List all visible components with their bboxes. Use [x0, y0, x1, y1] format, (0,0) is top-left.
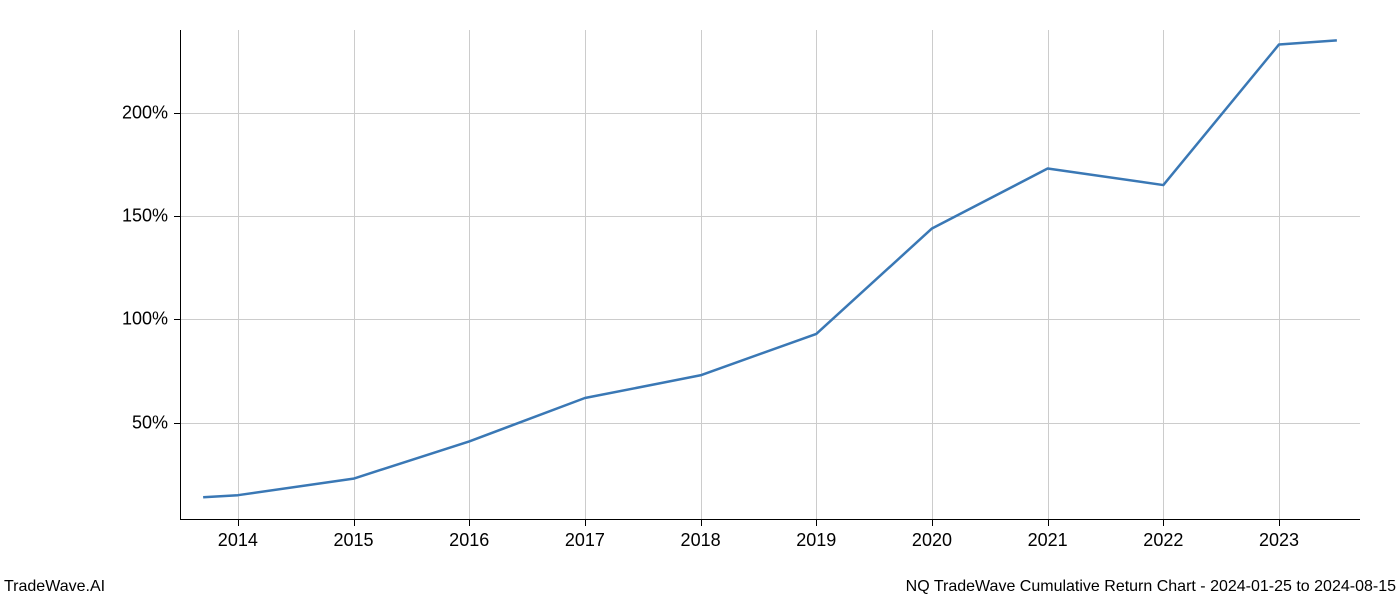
y-tick: [174, 423, 180, 424]
x-tick: [1048, 520, 1049, 526]
chart-container: 2014 2015 2016 2017 2018 2019 2020 2021 2022 2023…: [0, 0, 1400, 600]
x-tick-label: 2022: [1143, 530, 1183, 551]
x-tick: [701, 520, 702, 526]
x-tick: [238, 520, 239, 526]
x-tick: [932, 520, 933, 526]
return-line-series: [180, 30, 1360, 520]
y-axis-spine: [180, 30, 181, 520]
y-tick-label: 100%: [122, 309, 168, 330]
y-tick: [174, 319, 180, 320]
x-tick: [1279, 520, 1280, 526]
y-tick: [174, 113, 180, 114]
footer-left-label: TradeWave.AI: [4, 578, 105, 596]
x-tick-label: 2019: [796, 530, 836, 551]
x-tick: [354, 520, 355, 526]
x-tick-label: 2018: [681, 530, 721, 551]
y-tick-label: 200%: [122, 102, 168, 123]
x-tick-label: 2014: [218, 530, 258, 551]
x-tick: [1163, 520, 1164, 526]
y-tick-label: 150%: [122, 206, 168, 227]
x-tick: [469, 520, 470, 526]
x-axis-spine: [180, 519, 1360, 520]
y-tick-label: 50%: [132, 412, 168, 433]
x-tick-label: 2017: [565, 530, 605, 551]
footer-right-label: NQ TradeWave Cumulative Return Chart - 2…: [906, 578, 1396, 596]
y-tick: [174, 216, 180, 217]
line-path: [203, 40, 1337, 497]
x-tick-label: 2023: [1259, 530, 1299, 551]
x-tick: [816, 520, 817, 526]
x-tick: [585, 520, 586, 526]
x-tick-label: 2015: [333, 530, 373, 551]
x-tick-label: 2020: [912, 530, 952, 551]
x-tick-label: 2016: [449, 530, 489, 551]
x-tick-label: 2021: [1028, 530, 1068, 551]
plot-area: [180, 30, 1360, 520]
